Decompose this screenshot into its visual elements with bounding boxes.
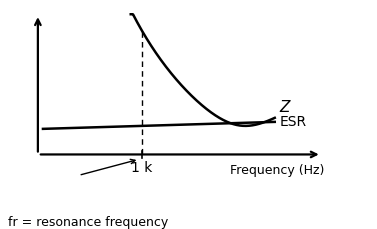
Text: 1 k: 1 k <box>131 161 152 175</box>
Text: Z: Z <box>280 100 290 115</box>
Text: Frequency (Hz): Frequency (Hz) <box>230 164 324 177</box>
Text: fr = resonance frequency: fr = resonance frequency <box>8 216 168 229</box>
Text: ESR: ESR <box>280 115 307 129</box>
